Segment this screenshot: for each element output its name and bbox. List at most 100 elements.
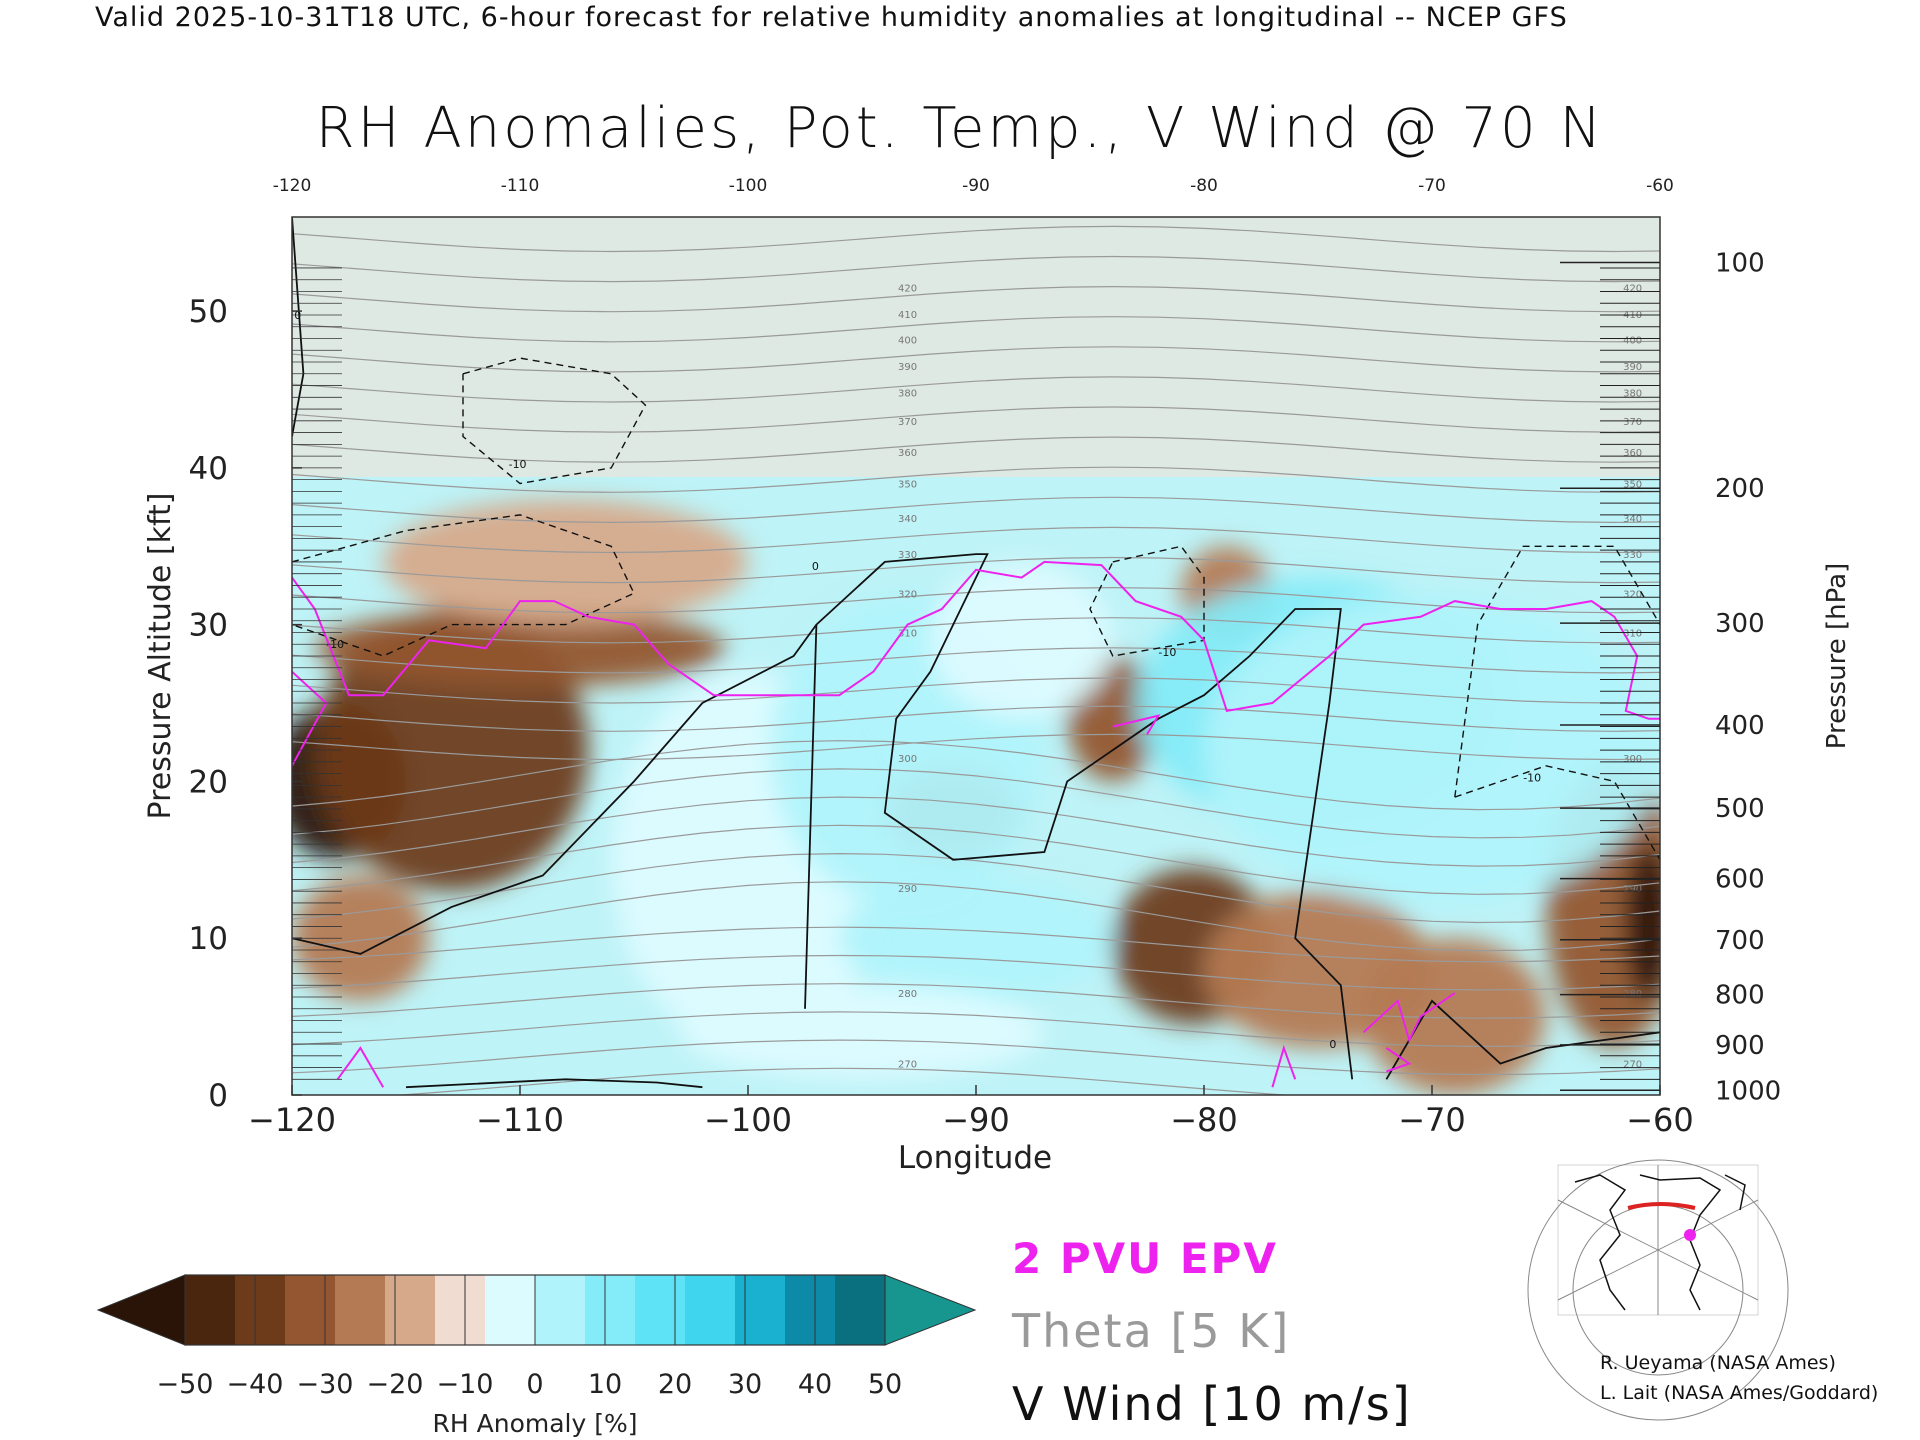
map-coastline [1574,1174,1746,1311]
rh-anomaly-region [1363,938,1547,1095]
vwind-contour-label: 0 [812,560,819,573]
theta-isentrope [292,983,1660,1019]
theta-contour-label: 280 [898,989,917,1000]
colorbar-swatch [235,1275,286,1345]
colorbar-tick-label: 40 [798,1369,832,1400]
y-tick-label: 40 [189,451,228,487]
theta-isentrope [292,733,1660,761]
colorbar-tick-label: −40 [227,1369,284,1400]
theta-contour-label: 320 [898,589,917,600]
theta-contour-label: 350 [898,480,917,491]
top-x-tick-label: -80 [1190,176,1218,196]
vwind-contour-dashed [1454,765,1660,861]
theta-isentrope [292,705,1660,732]
rh-anomaly-region [383,499,748,625]
theta-contour-label: 400 [898,335,917,346]
vwind-contour [405,1078,703,1089]
pressure-tick-label: 600 [1715,865,1765,895]
theta-contour-label: 420 [1623,284,1642,295]
theta-contour-label: 360 [1623,448,1642,459]
map-latitude-circle [1527,1159,1789,1421]
theta-isentrope [292,316,1660,343]
theta-isentrope [292,617,1660,644]
colorbar-swatch [835,1275,886,1345]
y-tick-label: 10 [189,921,228,957]
theta-contour-label: 330 [1623,550,1642,561]
epv-2pvu-line [336,1046,385,1088]
x-tick-label: −100 [704,1101,792,1139]
colorbar-tick-label: 20 [658,1369,692,1400]
theta-contour-label: 350 [1623,480,1642,491]
pressure-tick-label: 500 [1715,794,1765,824]
theta-contour-label: 300 [1623,754,1642,765]
x-tick-label: −80 [1170,1101,1238,1139]
theta-contour-label: 370 [898,417,917,428]
y-tick-label: 30 [189,608,228,644]
chart-title: RH Anomalies, Pot. Temp., V Wind @ 70 N [315,96,1605,161]
rh-anomaly-region [930,561,1113,719]
pressure-tick-label: 700 [1715,926,1765,956]
top-x-tick-label: -60 [1646,176,1674,196]
theta-contour-label: 390 [898,362,917,373]
pressure-tick-label: 300 [1715,609,1765,639]
theta-isentrope [292,926,1660,963]
map-meridian [1557,1199,1759,1301]
pressure-tick-label: 100 [1715,248,1765,278]
theta-isentrope [292,436,1660,463]
colorbar-tick-label: 30 [728,1369,762,1400]
x-tick-label: −90 [942,1101,1010,1139]
vwind-contour [1385,999,1660,1080]
x-tick-label: −120 [248,1101,336,1139]
theta-contour-label: 300 [898,754,917,765]
theta-isentrope [292,376,1660,403]
vwind-contour-dashed [462,357,647,485]
top-x-tick-label: -120 [273,176,312,196]
theta-isentrope [292,1039,1660,1076]
colorbar-frame [184,1274,886,1346]
x-tick-label: −60 [1626,1101,1694,1139]
theta-contour-label: 410 [898,310,917,321]
colorbar-label: RH Anomaly [%] [433,1409,638,1438]
theta-contour-label: 310 [1623,628,1642,639]
rh-anomaly-region [292,875,429,1001]
vwind-contour-dashed [292,514,635,657]
theta-isentrope [292,768,1660,839]
credit-line-2: L. Lait (NASA Ames/Goddard) [1600,1382,1879,1404]
colorbar-swatch [185,1275,236,1345]
upper-background [292,217,1660,477]
credit-line-1: R. Ueyama (NASA Ames) [1600,1352,1836,1374]
theta-contour-label: 290 [1623,884,1642,895]
theta-isentrope [292,881,1660,952]
vwind-contour-label: -10 [1158,646,1176,659]
x-axis-label: Longitude [898,1140,1052,1176]
rh-anomaly-region [1204,593,1660,907]
theta-isentrope [292,740,1660,811]
epv-2pvu-line [1362,992,1456,1043]
colorbar-tick-label: 10 [588,1369,622,1400]
colorbar-tick-label: −10 [437,1369,494,1400]
colorbar-swatch [635,1275,686,1345]
x-tick-label: −110 [476,1101,564,1139]
theta-contour-label: 340 [1623,514,1642,525]
legend-entry: Theta [5 K] [1011,1304,1290,1358]
theta-isentrope [292,285,1660,313]
theta-contour-label: 390 [1623,362,1642,373]
top-x-tick-label: -90 [962,176,990,196]
theta-isentrope [292,346,1660,373]
rh-anomaly-region [839,875,1113,1001]
vwind-contour-dashed [1454,545,1660,798]
pressure-tick-label: 1000 [1715,1076,1781,1106]
colorbar-tick-label: 0 [526,1369,543,1400]
epv-2pvu-line [292,560,1660,720]
theta-contour-label: 360 [898,448,917,459]
colorbar-swatch [535,1275,586,1345]
y-axis-label-left: Pressure Altitude [kft] [143,493,178,820]
vwind-contour-label: 0 [1329,1038,1336,1051]
top-x-tick-label: -100 [729,176,768,196]
colorbar-swatch [335,1275,386,1345]
x-tick-label: −70 [1398,1101,1466,1139]
colorbar-swatch [385,1275,436,1345]
theta-contour-label: 380 [898,389,917,400]
colorbar-low-arrow [96,1274,186,1346]
